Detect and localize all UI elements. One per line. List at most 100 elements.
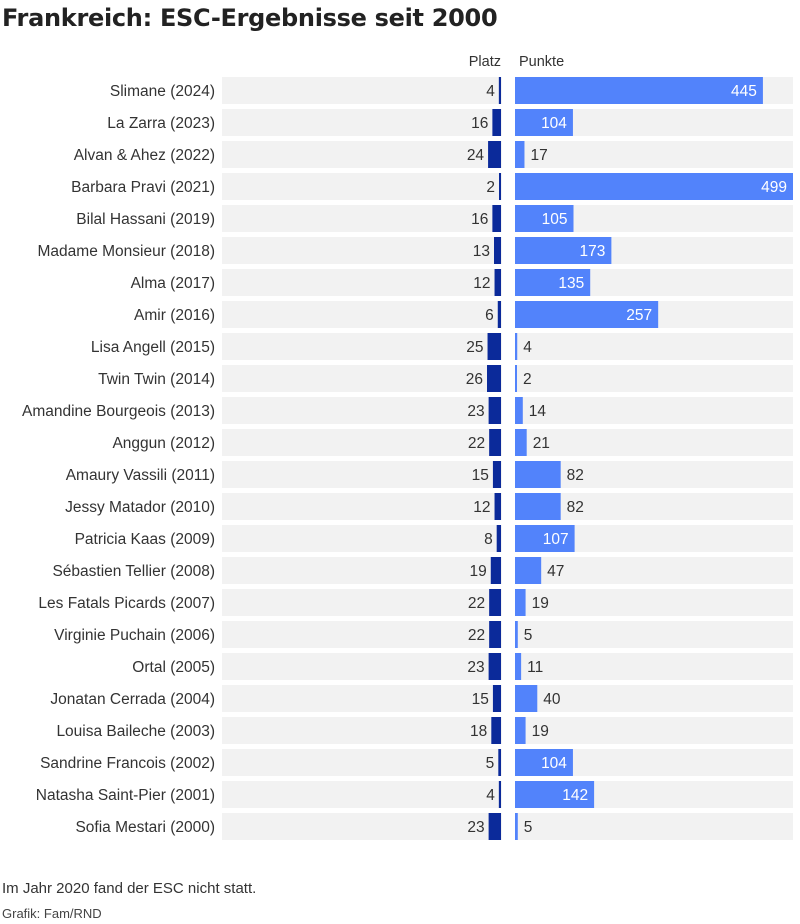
category-label: Barbara Pravi (2021) [71, 179, 215, 196]
punkte-bar [515, 141, 525, 168]
category-label: Patricia Kaas (2009) [75, 531, 215, 548]
platz-bar [487, 365, 501, 392]
punkte-value-label: 107 [543, 531, 569, 548]
punkte-bar [515, 237, 612, 264]
row-background-punkte [515, 365, 793, 392]
punkte-bar [515, 781, 595, 808]
category-label: Virginie Puchain (2006) [54, 627, 215, 644]
platz-bar [491, 717, 501, 744]
platz-value-label: 16 [471, 115, 488, 132]
platz-value-label: 23 [467, 659, 484, 676]
row-background-platz [222, 621, 502, 648]
row-background-platz [222, 173, 502, 200]
platz-bar [498, 781, 501, 808]
row-background-platz [222, 237, 502, 264]
row-background-platz [222, 301, 502, 328]
category-label: Jonatan Cerrada (2004) [50, 691, 215, 708]
punkte-value-label: 11 [527, 659, 543, 676]
row-background-platz [222, 109, 502, 136]
category-label: Bilal Hassani (2019) [76, 211, 215, 228]
row-background-platz [222, 653, 502, 680]
category-label: Anggun (2012) [112, 435, 215, 452]
punkte-value-label: 173 [580, 243, 606, 260]
row-background-platz [222, 493, 502, 520]
platz-value-label: 15 [472, 467, 489, 484]
punkte-value-label: 47 [547, 563, 564, 580]
row-background-platz [222, 813, 502, 840]
platz-value-label: 15 [472, 691, 489, 708]
platz-bar [496, 525, 501, 552]
row-background-punkte [515, 717, 793, 744]
platz-value-label: 12 [473, 499, 490, 516]
row-background-punkte [515, 621, 793, 648]
category-label: Slimane (2024) [110, 83, 215, 100]
row-background-punkte [515, 429, 793, 456]
punkte-value-label: 21 [533, 435, 550, 452]
platz-value-label: 4 [486, 83, 495, 100]
row-background-platz [222, 557, 502, 584]
category-label: Twin Twin (2014) [98, 371, 215, 388]
row-background-punkte [515, 461, 793, 488]
punkte-value-label: 40 [543, 691, 561, 708]
punkte-value-label: 19 [532, 595, 549, 612]
category-label: Natasha Saint-Pier (2001) [36, 787, 215, 804]
category-label: La Zarra (2023) [107, 115, 215, 132]
row-background-platz [222, 333, 502, 360]
punkte-value-label: 82 [567, 499, 584, 516]
row-background-punkte [515, 557, 793, 584]
category-label: Amaury Vassili (2011) [66, 467, 215, 484]
punkte-bar [515, 525, 575, 552]
platz-bar [492, 685, 501, 712]
row-background-punkte [515, 397, 793, 424]
platz-bar [489, 589, 501, 616]
platz-bar [494, 493, 501, 520]
row-background-platz [222, 365, 502, 392]
punkte-bar [515, 109, 573, 136]
platz-value-label: 18 [470, 723, 487, 740]
row-background-punkte [515, 493, 793, 520]
row-background-punkte [515, 813, 793, 840]
row-background-platz [222, 589, 502, 616]
punkte-value-label: 17 [530, 147, 547, 164]
chart-note: Im Jahr 2020 fand der ESC nicht statt. [2, 880, 257, 897]
row-background-punkte [515, 141, 793, 168]
punkte-value-label: 5 [524, 819, 533, 836]
punkte-value-label: 499 [761, 179, 787, 196]
punkte-bar [515, 717, 526, 744]
platz-value-label: 13 [473, 243, 490, 260]
platz-bar [490, 557, 501, 584]
punkte-bar [515, 397, 523, 424]
row-background-platz [222, 749, 502, 776]
platz-value-label: 6 [485, 307, 494, 324]
platz-value-label: 22 [468, 595, 485, 612]
row-background-platz [222, 717, 502, 744]
platz-bar [489, 429, 501, 456]
punkte-value-label: 135 [558, 275, 584, 292]
platz-value-label: 2 [486, 179, 495, 196]
category-label: Amir (2016) [134, 307, 215, 324]
platz-bar [488, 141, 501, 168]
row-background-punkte [515, 333, 793, 360]
platz-bar [492, 205, 501, 232]
platz-value-label: 25 [466, 339, 483, 356]
punkte-bar [515, 589, 526, 616]
category-label: Sébastien Tellier (2008) [52, 563, 215, 580]
column-header-punkte: Punkte [519, 54, 564, 70]
row-background-platz [222, 429, 502, 456]
platz-value-label: 19 [470, 563, 487, 580]
row-background-platz [222, 141, 502, 168]
punkte-bar [515, 429, 527, 456]
punkte-bar [515, 173, 793, 200]
category-label: Lisa Angell (2015) [91, 339, 215, 356]
row-background-platz [222, 525, 502, 552]
punkte-bar [515, 205, 574, 232]
punkte-bar [515, 621, 518, 648]
platz-value-label: 26 [466, 371, 483, 388]
row-background-platz [222, 685, 502, 712]
platz-value-label: 24 [467, 147, 485, 164]
platz-value-label: 22 [468, 627, 485, 644]
category-label: Sandrine Francois (2002) [40, 755, 215, 772]
punkte-value-label: 82 [567, 467, 584, 484]
